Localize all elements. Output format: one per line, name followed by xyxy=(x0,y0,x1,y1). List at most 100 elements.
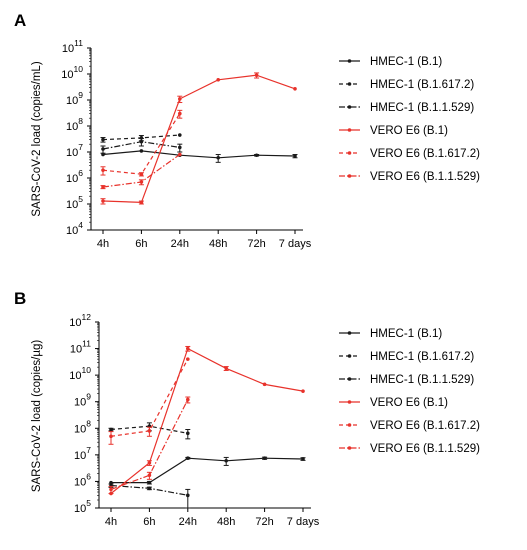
panel-b-series-4-legend-marker xyxy=(347,423,352,427)
panel-a-series-0-legend-label: HMEC-1 (B.1) xyxy=(370,56,442,68)
panel-a-series-1-legend-marker xyxy=(347,82,352,86)
panel-a-y-tick-label: 1011 xyxy=(62,38,83,55)
panel-b-series-2-legend-marker xyxy=(347,377,352,381)
panel-a-series-1-legend-label: HMEC-1 (B.1.617.2) xyxy=(370,79,474,91)
panel-b-series-1-point xyxy=(186,431,190,436)
panel-a-x-tick-label: 24h xyxy=(171,238,189,250)
panel-b-series-3-legend-label: VERO E6 (B.1) xyxy=(370,397,448,409)
panel-a-series-4-point xyxy=(139,172,144,177)
panel-b-series-0-point xyxy=(147,480,152,485)
panel-a-series-4-point xyxy=(101,168,105,172)
panel-a-y-tick-label: 107 xyxy=(66,142,83,159)
panel-a-series-5-legend-label: VERO E6 (B.1.1.529) xyxy=(370,171,480,183)
panel-b-series-5-line xyxy=(110,399,189,490)
panel-a-series-3-point xyxy=(293,86,297,91)
panel-b-series-4-point xyxy=(186,357,190,361)
panel-b-x-tick-label: 4h xyxy=(105,516,117,528)
panel-a-series-0-legend-marker xyxy=(347,59,352,63)
panel-a-series-1-point xyxy=(101,137,105,142)
panel-a-x-tick-label: 6h xyxy=(135,238,147,250)
panel-a-series-3-point xyxy=(139,200,144,205)
panel-b-series-3-line xyxy=(110,347,304,494)
panel-a-series-2-legend-label: HMEC-1 (B.1.1.529) xyxy=(370,102,474,114)
panel-a-series-2-legend-marker xyxy=(347,105,352,109)
panel-a-series-3-point xyxy=(101,199,105,203)
panel-b-series-4-legend-label: VERO E6 (B.1.617.2) xyxy=(370,420,480,432)
panel-b-series-3-point xyxy=(186,346,190,351)
panel-a-x-tick-label: 48h xyxy=(209,238,227,250)
panel-b-series-5-legend-marker xyxy=(347,446,352,450)
panel-b-y-tick-label: 1012 xyxy=(69,312,91,329)
panel-b-series-3-legend-marker xyxy=(347,400,352,404)
panel-a-series-5-legend-marker xyxy=(347,174,352,178)
panel-b-series-2-point xyxy=(186,493,190,498)
panel-b-y-tick-label: 105 xyxy=(74,498,91,515)
panel-a-series-3-point xyxy=(254,73,259,77)
panel-a-series-2-point xyxy=(139,139,144,144)
panel-a-series-4-point xyxy=(178,111,182,116)
panel-b-series-1-legend-marker xyxy=(347,354,352,358)
panel-b-series-4-point xyxy=(147,429,152,433)
panel-a-series-0-point xyxy=(216,155,220,160)
panel-b-y-tick-label: 1011 xyxy=(70,339,91,356)
panel-a-series-3-legend-marker xyxy=(347,128,352,132)
panel-a-y-axis-label: SARS-CoV-2 load (copies/mL) xyxy=(31,61,43,216)
panel-b-series-4-point xyxy=(109,434,113,439)
panel-b: B SARS-CoV-2 load (copies/µg) 105 106 107 1… xyxy=(14,289,480,528)
panel-a-series-3-line xyxy=(102,74,296,204)
panel-a-x-tick-label: 4h xyxy=(97,238,109,250)
panel-b-y-axis-label: SARS-CoV-2 load (copies/µg) xyxy=(31,340,43,493)
panel-a-letter: A xyxy=(14,11,26,30)
panel-b-series-5-point xyxy=(109,487,113,492)
panel-a-series-3-point xyxy=(178,97,182,101)
panel-a-series-1-point xyxy=(178,133,182,137)
panel-a-series-4-legend-marker xyxy=(347,151,352,155)
panel-a-y-tick-label: 106 xyxy=(66,168,83,185)
panel-b-y-tick-label: 106 xyxy=(74,471,91,488)
panel-b-y-tick-label: 108 xyxy=(74,418,91,435)
panel-b-series-2-point xyxy=(147,486,152,491)
panel-b-y-tick-label: 107 xyxy=(74,445,91,462)
panel-b-series-0-point xyxy=(186,456,190,460)
panel-a-series-3-point xyxy=(216,77,220,82)
panel-a-y-tick-label: 108 xyxy=(66,116,83,133)
panel-a-y-tick-label: 1010 xyxy=(61,64,83,81)
panel-a-series-3-legend-label: VERO E6 (B.1) xyxy=(370,125,448,137)
panel-a-series-0-line xyxy=(102,150,296,159)
panel-b-series-3-point xyxy=(147,461,152,465)
panel-b-x-tick-label: 7 days xyxy=(287,516,320,528)
panel-b-y-tick-label: 109 xyxy=(74,392,91,409)
panel-b-series-3-point xyxy=(224,366,228,371)
panel-a-series-5-point xyxy=(178,152,182,157)
panel-a-series-0-point xyxy=(139,149,144,153)
panel-a-series-4-legend-label: VERO E6 (B.1.617.2) xyxy=(370,148,480,160)
panel-b-series-0-point xyxy=(262,456,267,460)
panel-a-x-tick-label: 7 days xyxy=(279,238,312,250)
panel-a-y-tick-label: 104 xyxy=(66,220,83,237)
panel-b-series-0-point xyxy=(224,458,228,463)
panel-b-series-0-line xyxy=(111,457,304,484)
panel-a-x-tick-label: 72h xyxy=(247,238,265,250)
panel-b-x-tick-label: 6h xyxy=(143,516,155,528)
panel-a-series-5-point xyxy=(101,185,105,189)
panel-a-y-tick-label: 105 xyxy=(66,194,83,211)
panel-b-x-tick-label: 48h xyxy=(217,516,235,528)
panel-b-series-5-point xyxy=(147,473,152,478)
panel-b-series-3-point xyxy=(262,382,267,387)
panel-a-series-2-point xyxy=(101,147,105,151)
panel-a-series-5-point xyxy=(139,180,144,184)
panel-b-x-tick-label: 72h xyxy=(255,516,273,528)
panel-a: A SARS-CoV-2 load (copies/mL) 104 105 106 1… xyxy=(14,11,480,250)
panel-a-series-0-point xyxy=(293,154,297,158)
panel-b-series-3-point xyxy=(301,389,305,393)
panel-b-series-1-point xyxy=(109,427,113,432)
panel-b-series-5-legend-label: VERO E6 (B.1.1.529) xyxy=(370,443,480,455)
panel-b-series-5-point xyxy=(186,397,190,402)
panel-a-series-0-point xyxy=(254,153,259,158)
panel-b-y-tick-label: 1010 xyxy=(69,365,91,382)
panel-a-series-2-point xyxy=(178,145,182,150)
panel-b-series-1-legend-label: HMEC-1 (B.1.617.2) xyxy=(370,351,474,363)
panel-b-letter: B xyxy=(14,289,26,308)
panel-b-series-0-legend-label: HMEC-1 (B.1) xyxy=(370,328,442,340)
